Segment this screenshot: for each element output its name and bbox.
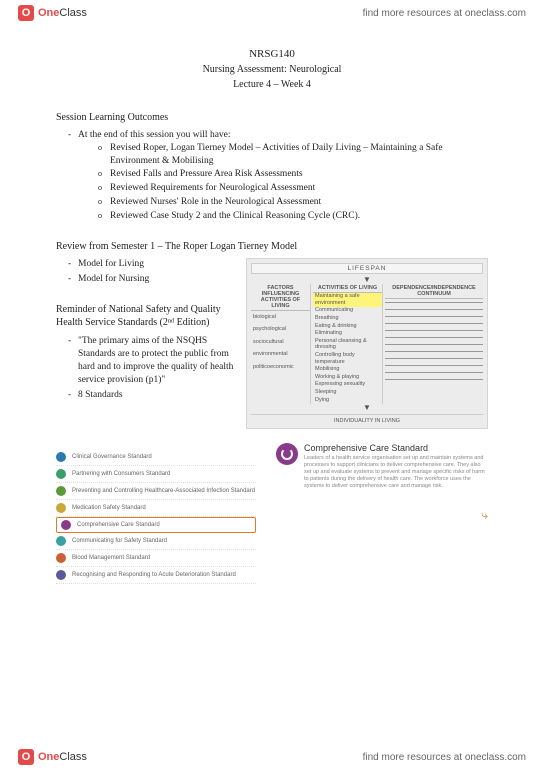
standard-row[interactable]: Clinical Governance Standard: [56, 449, 256, 466]
list-item: "The primary aims of the NSQHS Standards…: [68, 335, 236, 386]
standard-row[interactable]: Comprehensive Care Standard: [56, 517, 256, 533]
footer-tagline[interactable]: find more resources at oneclass.com: [363, 752, 526, 763]
diagram-activity: Personal cleansing & dressing: [313, 337, 382, 351]
standard-icon: [56, 503, 66, 513]
comprehensive-care-icon: [276, 443, 298, 465]
standard-icon: [56, 553, 66, 563]
list-item: 8 Standards: [68, 389, 236, 402]
diagram-factor: biological: [251, 311, 310, 324]
diagram-col3-head: DEPENDENCE/INDEPENDENCE CONTINUUM: [385, 284, 483, 299]
diagram-activity: Eliminating: [313, 330, 382, 338]
diagram-activity: Expressing sexuality: [313, 381, 382, 389]
footer-bar: O OneClass find more resources at onecla…: [0, 744, 544, 770]
list-item: Revised Falls and Pressure Area Risk Ass…: [98, 168, 488, 181]
brand-logo-footer[interactable]: O OneClass: [18, 749, 87, 765]
logo-icon: O: [18, 5, 34, 21]
standard-icon: [56, 486, 66, 496]
dependence-line: [385, 341, 483, 348]
review-list: Model for Living Model for Nursing: [56, 258, 236, 286]
course-code: NRSG140: [56, 48, 488, 60]
comp-care-desc: Leaders of a health service organisation…: [304, 455, 488, 491]
rlt-model-diagram: LIFESPAN ▼ FACTORS INFLUENCING ACTIVITIE…: [246, 258, 488, 429]
logo-text: OneClass: [38, 7, 87, 19]
diagram-activity: Mobilising: [313, 366, 382, 374]
header-tagline[interactable]: find more resources at oneclass.com: [363, 8, 526, 19]
dependence-line: [385, 348, 483, 355]
course-title: Nursing Assessment: Neurological: [56, 64, 488, 75]
diagram-activity: Sleeping: [313, 388, 382, 396]
list-item: Model for Living: [68, 258, 236, 271]
diagram-activity: Working & playing: [313, 373, 382, 381]
standard-label: Clinical Governance Standard: [72, 454, 152, 460]
dependence-line: [385, 306, 483, 313]
dependence-line: [385, 299, 483, 306]
logo-icon: O: [18, 749, 34, 765]
list-item: At the end of this session you will have…: [68, 129, 488, 223]
dependence-line: [385, 327, 483, 334]
standard-label: Blood Management Standard: [72, 555, 150, 561]
connector-arrow-icon: ⤷: [276, 508, 488, 523]
standard-label: Medication Safety Standard: [72, 505, 146, 511]
dependence-line: [385, 369, 483, 376]
standard-label: Comprehensive Care Standard: [77, 522, 160, 528]
standard-row[interactable]: Recognising and Responding to Acute Dete…: [56, 567, 256, 584]
diagram-factor: sociocultural: [251, 336, 310, 349]
comprehensive-care-panel: Comprehensive Care Standard Leaders of a…: [276, 443, 488, 491]
standard-icon: [61, 520, 71, 530]
diagram-factor: psychological: [251, 323, 310, 336]
standard-row[interactable]: Blood Management Standard: [56, 550, 256, 567]
individuality-label: INDIVIDUALITY IN LIVING: [251, 414, 483, 424]
standard-row[interactable]: Partnering with Consumers Standard: [56, 466, 256, 483]
dependence-line: [385, 376, 483, 383]
diagram-activity: Dying: [313, 396, 382, 404]
standard-icon: [56, 536, 66, 546]
standard-row[interactable]: Communicating for Safety Standard: [56, 533, 256, 550]
standard-icon: [56, 570, 66, 580]
arrow-down-icon: ▼: [251, 404, 483, 412]
standard-row[interactable]: Preventing and Controlling Healthcare-As…: [56, 483, 256, 500]
dependence-line: [385, 362, 483, 369]
standard-label: Preventing and Controlling Healthcare-As…: [72, 488, 255, 494]
arrow-down-icon: ▼: [251, 276, 483, 284]
diagram-activity: Eating & drinking: [313, 322, 382, 330]
dependence-line: [385, 355, 483, 362]
document-page: NRSG140 Nursing Assessment: Neurological…: [0, 26, 544, 744]
diagram-factor: environmental: [251, 348, 310, 361]
diagram-activity: Communicating: [313, 307, 382, 315]
dependence-line: [385, 313, 483, 320]
standard-label: Partnering with Consumers Standard: [72, 471, 170, 477]
header-bar: O OneClass find more resources at onecla…: [0, 0, 544, 26]
diagram-activity: Controlling body temperature: [313, 351, 382, 365]
list-item: Revised Roper, Logan Tierney Model – Act…: [98, 142, 488, 168]
lecture-label: Lecture 4 – Week 4: [56, 79, 488, 90]
list-item: Reviewed Requirements for Neurological A…: [98, 182, 488, 195]
diagram-col1-head: FACTORS INFLUENCING ACTIVITIES OF LIVING: [251, 284, 310, 311]
logo-text: OneClass: [38, 751, 87, 763]
standard-label: Communicating for Safety Standard: [72, 538, 167, 544]
standards-list: Clinical Governance Standard Partnering w…: [56, 449, 256, 584]
lifespan-label: LIFESPAN: [251, 263, 483, 274]
standard-icon: [56, 452, 66, 462]
dependence-line: [385, 334, 483, 341]
list-item: Reviewed Case Study 2 and the Clinical R…: [98, 210, 488, 223]
diagram-activity: Maintaining a safe environment: [313, 293, 382, 307]
diagram-col2-head: ACTIVITIES OF LIVING: [313, 284, 382, 293]
comp-care-title: Comprehensive Care Standard: [304, 443, 488, 453]
diagram-activity: Breathing: [313, 314, 382, 322]
brand-logo[interactable]: O OneClass: [18, 5, 87, 21]
review-heading: Review from Semester 1 – The Roper Logan…: [56, 241, 488, 252]
dependence-line: [385, 320, 483, 327]
standard-icon: [56, 469, 66, 479]
standard-row[interactable]: Medication Safety Standard: [56, 500, 256, 517]
list-item: Reviewed Nurses' Role in the Neurologica…: [98, 196, 488, 209]
slo-heading: Session Learning Outcomes: [56, 112, 488, 123]
nsqhs-heading: Reminder of National Safety and Quality …: [56, 303, 236, 329]
slo-intro: At the end of this session you will have…: [78, 130, 231, 140]
list-item: Model for Nursing: [68, 273, 236, 286]
nsqhs-list: "The primary aims of the NSQHS Standards…: [56, 335, 236, 401]
diagram-factor: politicoeconomic: [251, 361, 310, 374]
slo-list: At the end of this session you will have…: [56, 129, 488, 223]
standard-label: Recognising and Responding to Acute Dete…: [72, 572, 236, 578]
